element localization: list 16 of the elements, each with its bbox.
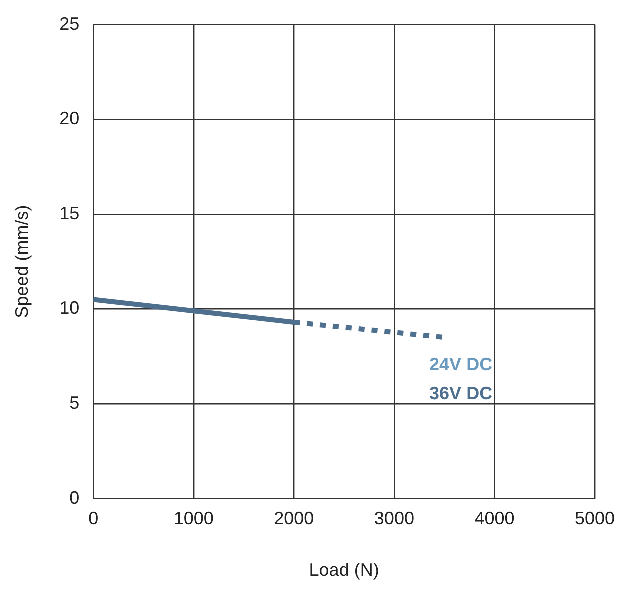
x-tick-label: 5000: [574, 508, 615, 529]
legend-label: 24V DC: [430, 354, 493, 375]
y-tick-label: 5: [70, 392, 80, 413]
x-tick-label: 0: [88, 508, 99, 529]
y-axis-title: Speed (mm/s): [12, 205, 32, 318]
y-tick-label: 10: [60, 298, 80, 318]
text: 36V DC: [430, 384, 493, 404]
y-tick-label: 15: [60, 203, 80, 224]
y-tick-label: 25: [60, 14, 80, 34]
y-tick-label: 0: [70, 488, 80, 508]
y-tick-label: 20: [60, 108, 80, 129]
x-tick-label: 2000: [274, 508, 314, 529]
x-tick-label: 1000: [174, 508, 214, 529]
x-axis-title: Load (N): [309, 560, 380, 580]
x-tick-label: 3000: [374, 508, 414, 529]
x-tick-label: 4000: [474, 508, 515, 529]
